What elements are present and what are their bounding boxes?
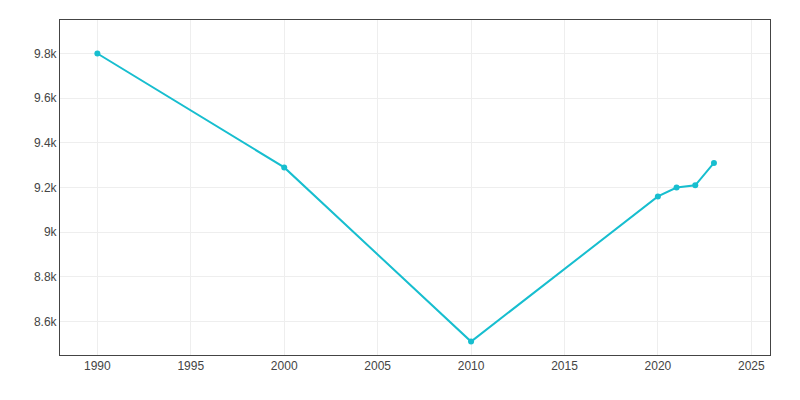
svg-text:9.4k: 9.4k [34,136,58,150]
svg-text:1995: 1995 [177,359,204,373]
svg-text:2005: 2005 [364,359,391,373]
svg-text:8.6k: 8.6k [34,315,58,329]
svg-text:2010: 2010 [458,359,485,373]
svg-text:9.2k: 9.2k [34,181,58,195]
svg-text:2015: 2015 [551,359,578,373]
svg-text:9k: 9k [44,225,58,239]
svg-text:9.6k: 9.6k [34,91,58,105]
svg-text:2025: 2025 [738,359,765,373]
svg-text:1990: 1990 [84,359,111,373]
svg-text:2000: 2000 [271,359,298,373]
svg-text:9.8k: 9.8k [34,47,58,61]
svg-text:2020: 2020 [645,359,672,373]
svg-text:8.8k: 8.8k [34,270,58,284]
